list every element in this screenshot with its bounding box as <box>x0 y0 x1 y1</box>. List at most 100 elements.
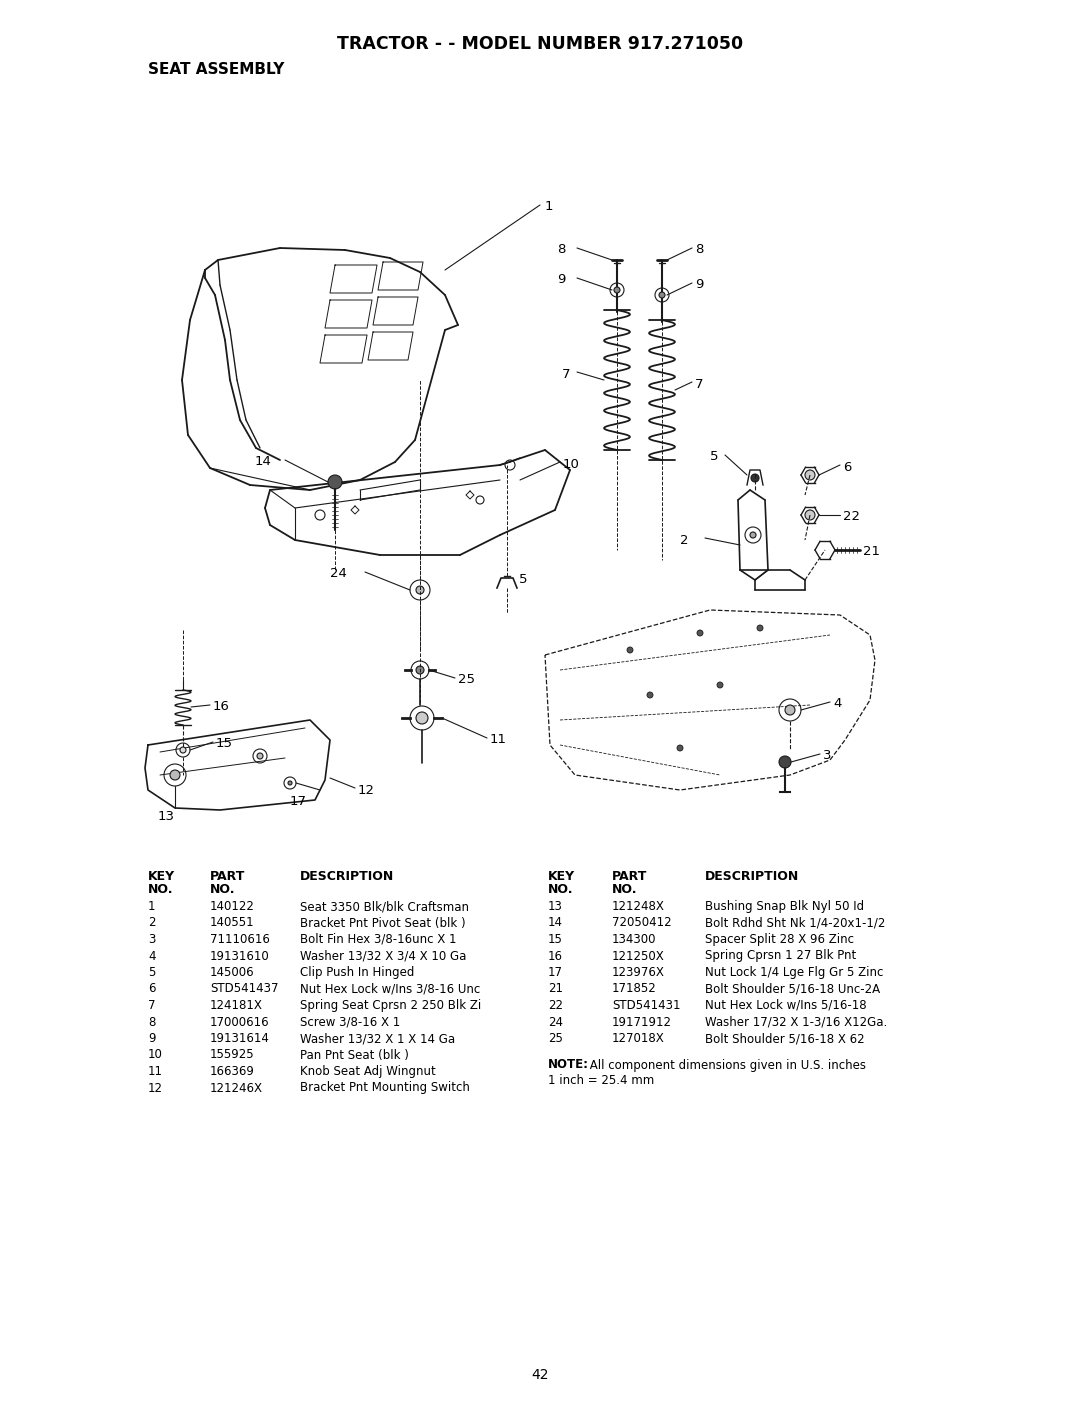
Text: 5: 5 <box>148 966 156 979</box>
Text: DESCRIPTION: DESCRIPTION <box>300 871 394 883</box>
Text: Bolt Shoulder 5/16-18 Unc-2A: Bolt Shoulder 5/16-18 Unc-2A <box>705 983 880 995</box>
Text: Washer 13/32 X 1 X 14 Ga: Washer 13/32 X 1 X 14 Ga <box>300 1032 455 1044</box>
Text: 3: 3 <box>823 749 832 763</box>
Text: 42: 42 <box>531 1368 549 1382</box>
Text: Seat 3350 Blk/blk Craftsman: Seat 3350 Blk/blk Craftsman <box>300 900 469 913</box>
Text: 8: 8 <box>696 243 703 257</box>
Text: 22: 22 <box>548 1000 563 1012</box>
Text: 8: 8 <box>148 1015 156 1029</box>
Text: 19131610: 19131610 <box>210 949 270 963</box>
Circle shape <box>697 629 703 637</box>
Text: Bushing Snap Blk Nyl 50 Id: Bushing Snap Blk Nyl 50 Id <box>705 900 864 913</box>
Circle shape <box>180 747 186 753</box>
Text: 7: 7 <box>562 367 570 381</box>
Text: Nut Lock 1/4 Lge Flg Gr 5 Zinc: Nut Lock 1/4 Lge Flg Gr 5 Zinc <box>705 966 883 979</box>
Circle shape <box>416 586 424 594</box>
Text: DESCRIPTION: DESCRIPTION <box>705 871 799 883</box>
Text: SEAT ASSEMBLY: SEAT ASSEMBLY <box>148 62 284 77</box>
Text: 19131614: 19131614 <box>210 1032 270 1044</box>
Circle shape <box>328 475 342 489</box>
Text: TRACTOR - - MODEL NUMBER 917.271050: TRACTOR - - MODEL NUMBER 917.271050 <box>337 35 743 53</box>
Text: Washer 17/32 X 1-3/16 X12Ga.: Washer 17/32 X 1-3/16 X12Ga. <box>705 1015 888 1029</box>
Text: 7: 7 <box>148 1000 156 1012</box>
Text: Spring Seat Cprsn 2 250 Blk Zi: Spring Seat Cprsn 2 250 Blk Zi <box>300 1000 482 1012</box>
Text: Bracket Pnt Mounting Switch: Bracket Pnt Mounting Switch <box>300 1081 470 1095</box>
Text: 5: 5 <box>519 573 527 586</box>
Text: 155925: 155925 <box>210 1049 255 1061</box>
Text: 13: 13 <box>158 810 175 823</box>
Text: Knob Seat Adj Wingnut: Knob Seat Adj Wingnut <box>300 1066 435 1078</box>
Text: 2: 2 <box>148 917 156 930</box>
Text: 10: 10 <box>563 458 580 471</box>
Circle shape <box>647 693 653 698</box>
Text: 17000616: 17000616 <box>210 1015 270 1029</box>
Text: 4: 4 <box>148 949 156 963</box>
Text: Clip Push In Hinged: Clip Push In Hinged <box>300 966 415 979</box>
Text: NO.: NO. <box>148 883 174 896</box>
Text: 25: 25 <box>548 1032 563 1044</box>
Text: 16: 16 <box>213 700 230 714</box>
Text: Washer 13/32 X 3/4 X 10 Ga: Washer 13/32 X 3/4 X 10 Ga <box>300 949 467 963</box>
Text: 1: 1 <box>148 900 156 913</box>
Text: 25: 25 <box>458 673 475 686</box>
Circle shape <box>677 744 683 751</box>
Circle shape <box>170 770 180 780</box>
Text: 6: 6 <box>148 983 156 995</box>
Text: 11: 11 <box>148 1066 163 1078</box>
Text: 1: 1 <box>545 200 554 213</box>
Text: Bracket Pnt Pivot Seat (blk ): Bracket Pnt Pivot Seat (blk ) <box>300 917 465 930</box>
Circle shape <box>288 781 292 785</box>
Text: 17: 17 <box>291 795 307 808</box>
Circle shape <box>717 681 723 688</box>
Text: 6: 6 <box>843 461 851 474</box>
Text: 145006: 145006 <box>210 966 255 979</box>
Text: 16: 16 <box>548 949 563 963</box>
Circle shape <box>416 712 428 723</box>
Text: 127018X: 127018X <box>612 1032 665 1044</box>
Text: NOTE:: NOTE: <box>548 1059 589 1071</box>
Text: 121246X: 121246X <box>210 1081 264 1095</box>
Text: PART: PART <box>210 871 245 883</box>
Text: Spring Cprsn 1 27 Blk Pnt: Spring Cprsn 1 27 Blk Pnt <box>705 949 856 963</box>
Text: Bolt Rdhd Sht Nk 1/4-20x1-1/2: Bolt Rdhd Sht Nk 1/4-20x1-1/2 <box>705 917 886 930</box>
Text: 15: 15 <box>216 737 233 750</box>
Text: 13: 13 <box>548 900 563 913</box>
Text: 140122: 140122 <box>210 900 255 913</box>
Text: 21: 21 <box>548 983 563 995</box>
Text: 134300: 134300 <box>612 932 657 946</box>
Text: Bolt Fin Hex 3/8-16unc X 1: Bolt Fin Hex 3/8-16unc X 1 <box>300 932 457 946</box>
Text: 2: 2 <box>680 534 689 547</box>
Text: 21: 21 <box>863 545 880 558</box>
Text: 124181X: 124181X <box>210 1000 262 1012</box>
Text: KEY: KEY <box>148 871 175 883</box>
Text: All component dimensions given in U.S. inches: All component dimensions given in U.S. i… <box>586 1059 866 1071</box>
Text: 140551: 140551 <box>210 917 255 930</box>
Text: 71110616: 71110616 <box>210 932 270 946</box>
Text: Pan Pnt Seat (blk ): Pan Pnt Seat (blk ) <box>300 1049 409 1061</box>
Text: 14: 14 <box>255 456 272 468</box>
Text: STD541437: STD541437 <box>210 983 279 995</box>
Text: 22: 22 <box>843 510 860 523</box>
Text: Screw 3/8-16 X 1: Screw 3/8-16 X 1 <box>300 1015 401 1029</box>
Text: 5: 5 <box>710 450 718 463</box>
Text: 19171912: 19171912 <box>612 1015 672 1029</box>
Text: 1 inch = 25.4 mm: 1 inch = 25.4 mm <box>548 1074 654 1087</box>
Text: 24: 24 <box>330 566 347 580</box>
Circle shape <box>615 287 620 293</box>
Text: 10: 10 <box>148 1049 163 1061</box>
Text: 123976X: 123976X <box>612 966 665 979</box>
Text: 4: 4 <box>833 697 841 709</box>
Circle shape <box>785 705 795 715</box>
Text: Spacer Split 28 X 96 Zinc: Spacer Split 28 X 96 Zinc <box>705 932 854 946</box>
Circle shape <box>779 756 791 768</box>
Text: STD541431: STD541431 <box>612 1000 680 1012</box>
Text: NO.: NO. <box>548 883 573 896</box>
Text: 15: 15 <box>548 932 563 946</box>
Text: 166369: 166369 <box>210 1066 255 1078</box>
Text: 9: 9 <box>148 1032 156 1044</box>
Circle shape <box>757 625 762 631</box>
Text: PART: PART <box>612 871 647 883</box>
Text: 14: 14 <box>548 917 563 930</box>
Text: 72050412: 72050412 <box>612 917 672 930</box>
Circle shape <box>805 510 815 520</box>
